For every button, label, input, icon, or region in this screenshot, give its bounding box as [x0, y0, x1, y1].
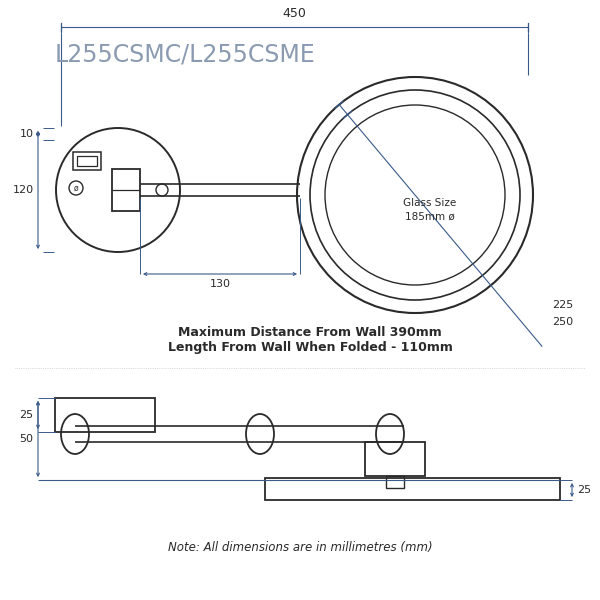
Text: 225: 225 — [552, 299, 574, 310]
Text: 450: 450 — [283, 7, 307, 20]
Text: Length From Wall When Folded - 110mm: Length From Wall When Folded - 110mm — [167, 341, 452, 355]
Text: 25: 25 — [577, 485, 591, 495]
Text: ø: ø — [74, 184, 79, 193]
Bar — [365, 442, 425, 476]
Text: L255CSMC/L255CSME: L255CSMC/L255CSME — [55, 43, 316, 67]
Text: 10: 10 — [20, 129, 34, 139]
Text: 120: 120 — [13, 185, 34, 195]
Bar — [265, 478, 560, 500]
Text: Maximum Distance From Wall 390mm: Maximum Distance From Wall 390mm — [178, 325, 442, 338]
Bar — [386, 476, 404, 488]
Text: Glass Size
185mm ø: Glass Size 185mm ø — [403, 198, 457, 222]
Text: 130: 130 — [209, 279, 230, 289]
Text: 50: 50 — [19, 434, 33, 444]
Bar — [77, 156, 97, 166]
Text: 25: 25 — [19, 410, 33, 420]
Bar — [55, 398, 155, 432]
Text: Note: All dimensions are in millimetres (mm): Note: All dimensions are in millimetres … — [167, 541, 433, 554]
Text: 250: 250 — [552, 317, 574, 326]
Bar — [73, 152, 101, 170]
Bar — [112, 169, 140, 211]
